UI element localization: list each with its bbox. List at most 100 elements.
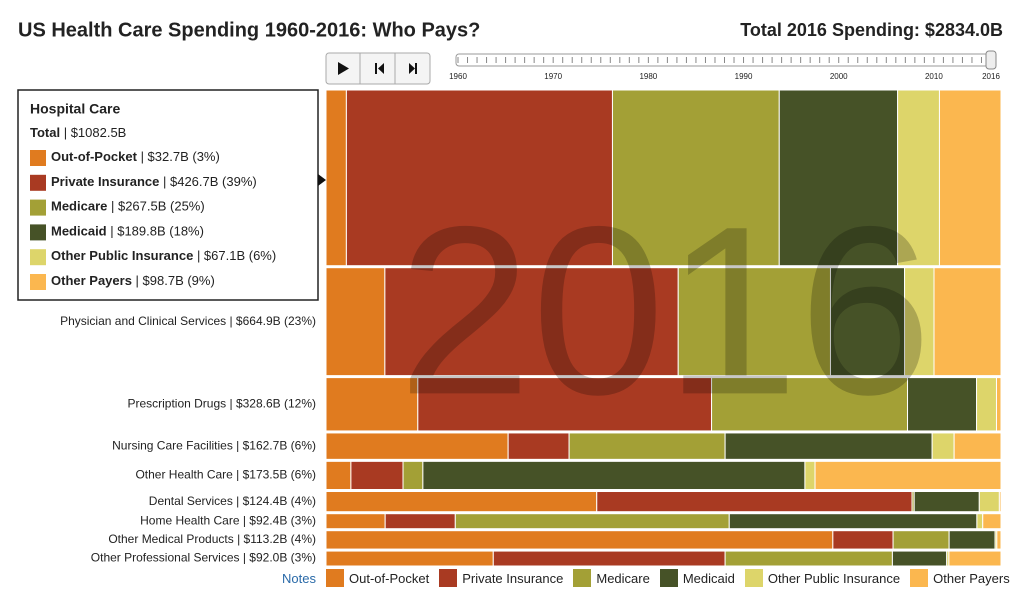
segment (345, 89, 613, 267)
segment (804, 460, 816, 491)
slider-handle[interactable] (985, 50, 997, 70)
row-label: Home Health Care | $92.4B (3%) (140, 513, 316, 527)
slider-tick-label: 2000 (830, 72, 848, 81)
payer-name: Other Public Insurance (51, 249, 193, 264)
tooltip: Hospital Care Total | $1082.5B Out-of-Po… (17, 89, 326, 301)
legend-swatch (573, 569, 592, 587)
segment (976, 513, 984, 530)
year-slider[interactable]: 1960 1970 1980 1990 2000 2010 2016 (449, 50, 1000, 81)
tooltip-swatch (30, 249, 46, 266)
notes-link[interactable]: Notes (282, 570, 316, 586)
segment (982, 513, 1002, 530)
tooltip-box (17, 89, 319, 301)
tooltip-swatch (30, 224, 46, 241)
segment (814, 460, 1002, 491)
segment (891, 550, 948, 567)
segment (724, 550, 893, 567)
tooltip-pointer (318, 174, 326, 186)
segment (325, 89, 347, 267)
segment (976, 377, 997, 432)
legend-label: Medicare (596, 570, 650, 586)
segment (325, 530, 834, 550)
legend-item: Medicare (573, 569, 650, 587)
slider-tick-label: 1980 (639, 72, 657, 81)
row-label: Dental Services | $124.4B (4%) (149, 494, 316, 508)
segment (325, 513, 386, 530)
forward-button[interactable] (409, 63, 417, 74)
segment (995, 377, 1002, 432)
segment (402, 460, 424, 491)
segment (904, 267, 935, 377)
segment (724, 432, 933, 460)
segment (325, 460, 352, 491)
legend: Notes Out-of-Pocket Private Insurance Medi… (270, 569, 1020, 587)
tooltip-swatch (30, 150, 46, 166)
tooltip-item: Medicaid | $189.8B (18%) (51, 224, 204, 239)
row-label: Other Professional Services | $92.0B (3%… (91, 551, 316, 565)
tooltip-item: Out-of-Pocket | $32.7B (3%) (51, 149, 220, 164)
back-button[interactable] (375, 63, 384, 74)
segment (454, 513, 730, 530)
segment (422, 460, 806, 491)
slider-tick-label: 1970 (544, 72, 562, 81)
tooltip-swatch (30, 174, 46, 191)
total-label: Total (30, 125, 60, 140)
segment (913, 491, 980, 513)
legend-label: Other Payers (933, 570, 1010, 586)
payer-name: Medicare (51, 199, 107, 214)
segment (325, 550, 494, 567)
payer-detail: | $426.7B (39%) (159, 174, 256, 189)
segment (931, 432, 955, 460)
segment (611, 89, 780, 267)
tooltip-item: Medicare | $267.5B (25%) (51, 199, 205, 214)
segment (728, 513, 978, 530)
legend-label: Private Insurance (462, 570, 564, 586)
segment (677, 267, 831, 377)
segment (492, 550, 726, 567)
row-label: Nursing Care Facilities | $162.7B (6%) (112, 438, 316, 452)
payer-detail: | $32.7B (3%) (137, 149, 220, 164)
legend-item: Other Payers (910, 569, 1010, 587)
segment (933, 267, 1002, 377)
slider-tick-label: 2016 (982, 72, 1000, 81)
segment (711, 377, 909, 432)
legend-swatch (326, 569, 344, 587)
legend-item: Other Public Insurance (744, 569, 901, 587)
segment (892, 530, 950, 550)
row-label: Prescription Drugs | $328.6B (12%) (127, 396, 316, 410)
total-value: | $1082.5B (60, 125, 126, 140)
legend-label: Other Public Insurance (767, 570, 901, 586)
tooltip-item: Private Insurance | $426.7B (39%) (51, 174, 257, 189)
total-spending: Total 2016 Spending: $2834.0B (740, 20, 1003, 40)
page-title: US Health Care Spending 1960-2016: Who P… (18, 19, 480, 41)
payer-detail: | $267.5B (25%) (107, 199, 204, 214)
tooltip-item: Other Payers | $98.7B (9%) (51, 273, 215, 288)
payer-name: Out-of-Pocket (51, 149, 138, 164)
slider-tick-label: 1990 (735, 72, 753, 81)
segment (996, 530, 1002, 550)
payer-detail: | $189.8B (18%) (107, 224, 204, 239)
row-label: Other Medical Products | $113.2B (4%) (108, 532, 316, 546)
segment (325, 377, 419, 432)
segment (897, 89, 940, 267)
play-button[interactable] (338, 62, 349, 75)
segment (998, 491, 1002, 513)
segment (938, 89, 1002, 267)
legend-swatch (439, 569, 458, 587)
segment (325, 267, 386, 377)
segment (948, 550, 1002, 567)
legend-item: Out-of-Pocket (326, 569, 429, 587)
payer-detail: | $98.7B (9%) (132, 273, 215, 288)
segment (948, 530, 996, 550)
legend-label: Medicaid (682, 570, 735, 586)
payer-detail: | $67.1B (6%) (193, 249, 276, 264)
legend-swatch (910, 569, 929, 587)
legend-label: Out-of-Pocket (349, 570, 430, 586)
mosaic: Physician and Clinical Services | $664.9… (60, 89, 1002, 567)
segment (907, 377, 978, 432)
row-label: Other Health Care | $173.5B (6%) (135, 468, 316, 482)
row-label: Physician and Clinical Services | $664.9… (60, 314, 316, 328)
segment (829, 267, 906, 377)
